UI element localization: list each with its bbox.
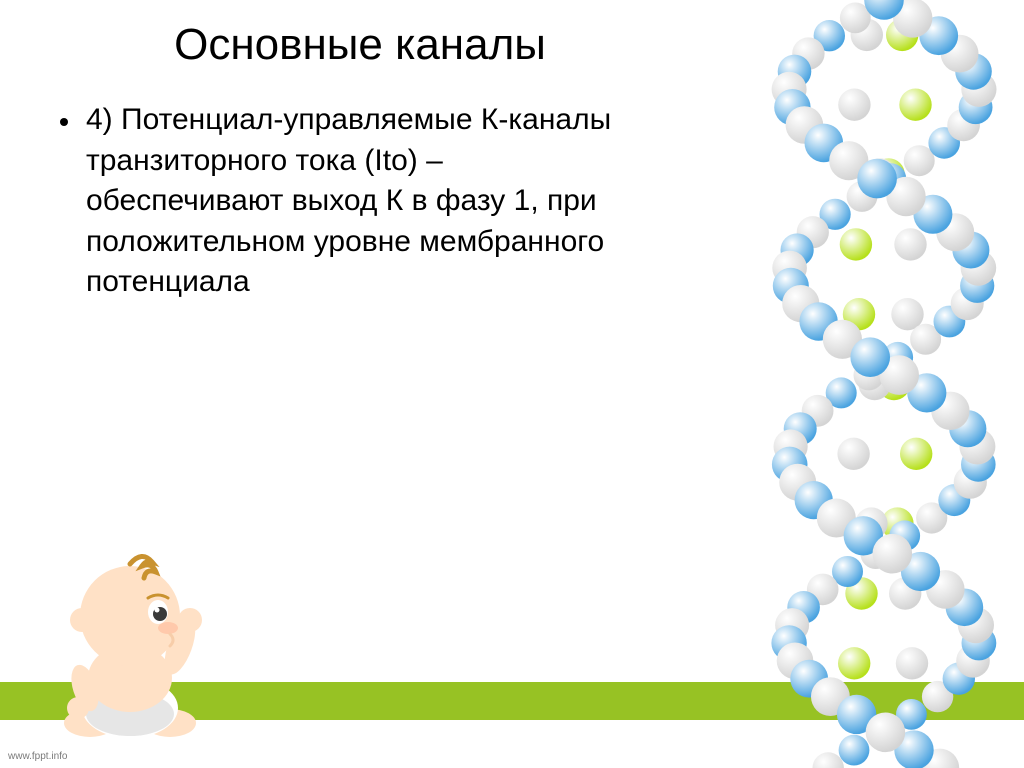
bullet-text: 4) Потенциал-управляемые К-каналы транзи…	[86, 100, 620, 303]
footer-url: www.fppt.info	[8, 751, 67, 762]
body-bullet-list: 4) Потенциал-управляемые К-каналы транзи…	[60, 100, 620, 303]
baby-illustration	[30, 538, 230, 738]
page-title: Основные каналы	[0, 20, 720, 70]
bullet-dot-icon	[60, 118, 68, 126]
dna-helix-illustration	[684, 0, 1024, 768]
list-item: 4) Потенциал-управляемые К-каналы транзи…	[60, 100, 620, 303]
